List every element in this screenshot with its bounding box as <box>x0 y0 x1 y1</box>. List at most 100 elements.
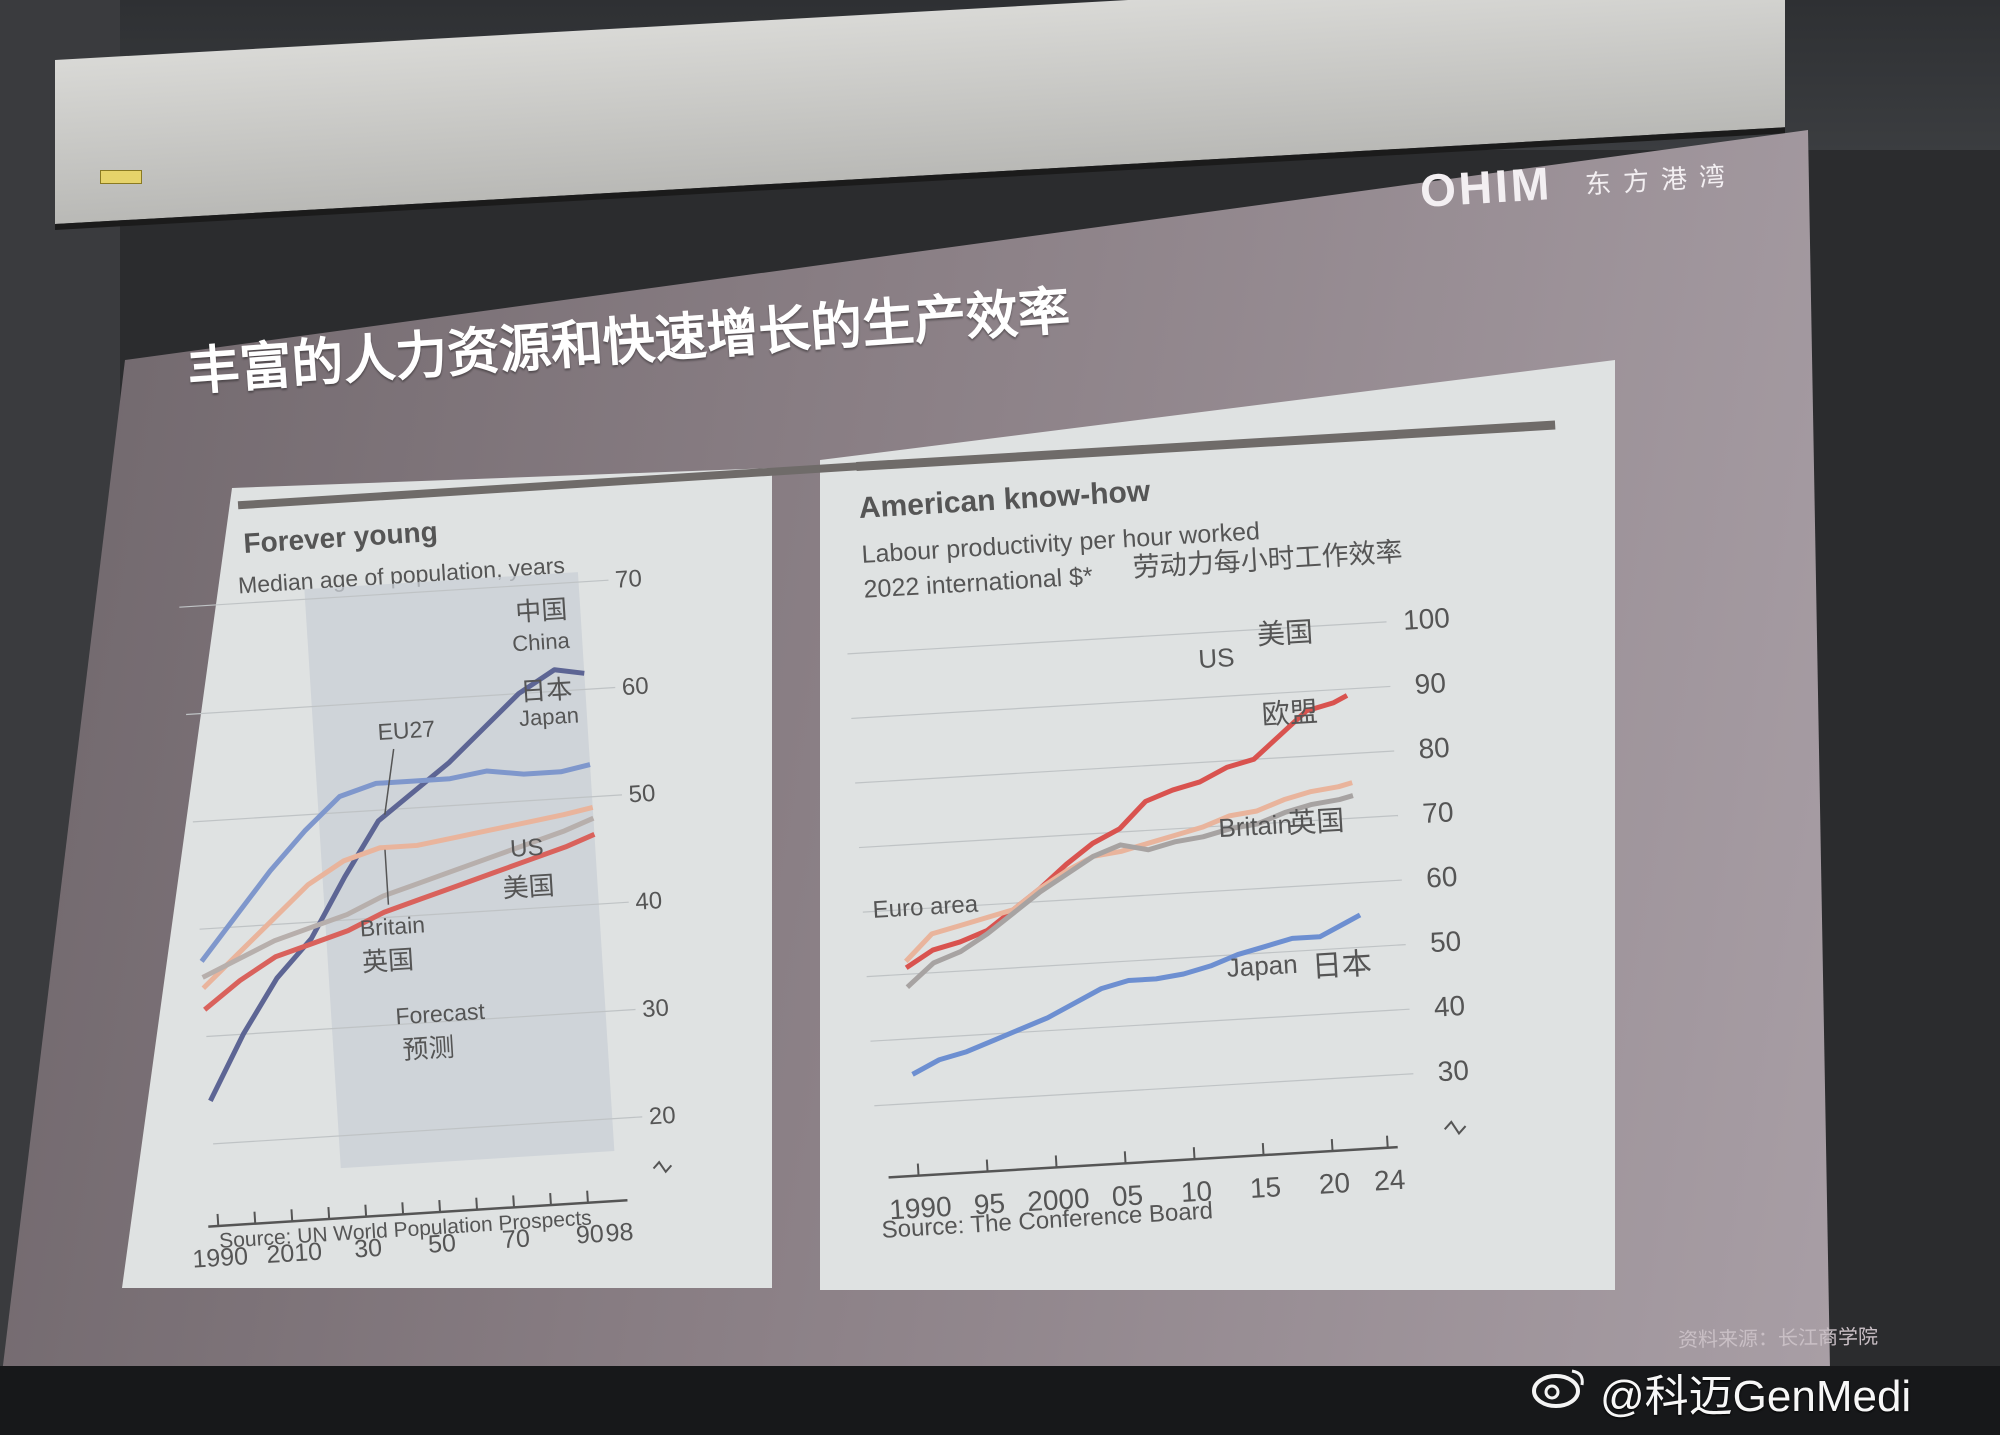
axis-break-icon <box>1443 1120 1467 1136</box>
label-china-cn: 中国 <box>514 595 568 628</box>
gridline <box>192 794 623 823</box>
chart-top-rule <box>237 459 898 510</box>
gridline <box>858 814 1399 849</box>
productivity-chart-svg: American know-how Labour productivity pe… <box>847 420 1556 1244</box>
warning-sticker <box>100 170 142 184</box>
productivity-chart: American know-how Labour productivity pe… <box>820 360 1620 1294</box>
label-us-cn: 美国 <box>1256 615 1314 651</box>
leader-britain <box>384 849 390 905</box>
gridline <box>870 1008 1410 1042</box>
x-tick-label: 1990 <box>888 1191 952 1226</box>
gridline <box>186 686 616 716</box>
x-tick <box>512 1195 515 1208</box>
label-japan: Japan <box>1226 949 1298 983</box>
gridline <box>179 579 609 608</box>
chart-subtitle-units: 2022 international $* <box>863 562 1094 604</box>
x-tick <box>1386 1135 1389 1148</box>
slide-footer-source: 资料来源：长江商学院 <box>1677 1324 1879 1352</box>
label-eu27: EU27 <box>377 715 436 745</box>
y-tick-label: 50 <box>1429 925 1462 958</box>
y-tick-label: 30 <box>641 994 669 1023</box>
x-tick <box>438 1199 442 1213</box>
label-britain: Britain <box>359 911 426 941</box>
label-china: China <box>512 628 572 657</box>
gridline <box>866 944 1406 978</box>
y-tick-label: 40 <box>635 887 663 916</box>
label-us: US <box>509 834 544 863</box>
chart-panel-right <box>820 360 1615 1290</box>
x-tick-label: 95 <box>973 1188 1006 1221</box>
y-tick-label: 90 <box>1414 667 1447 700</box>
x-tick-label: 24 <box>1373 1164 1406 1197</box>
median-age-chart-svg: Forever young Median age of population, … <box>179 459 898 1274</box>
x-tick <box>327 1206 331 1220</box>
series-line-us <box>904 693 1349 970</box>
x-tick <box>586 1190 589 1203</box>
y-tick-label: 50 <box>628 780 656 809</box>
plot-area: 30 40 50 60 70 80 90 100 1990 95 2000 05 10 15 20 24 US 美… <box>847 602 1470 1226</box>
x-tick-label: 50 <box>427 1229 457 1259</box>
y-tick-label: 60 <box>621 672 649 701</box>
screen-bottom-bar <box>0 1366 2000 1435</box>
label-japan-cn: 日本 <box>1311 946 1373 984</box>
series-line-eu27 <box>201 805 594 991</box>
leader-eu27 <box>384 748 395 815</box>
x-axis-line <box>208 1198 628 1228</box>
series-line-us <box>203 831 596 1012</box>
y-tick-label: 100 <box>1402 602 1450 636</box>
weibo-watermark: @科迈GenMedi <box>1600 1372 1912 1421</box>
x-tick-label: 2000 <box>1026 1183 1090 1218</box>
label-britain-cn: 英国 <box>1287 804 1345 840</box>
x-tick-label: 05 <box>1111 1179 1144 1212</box>
label-britain: Britain <box>1218 809 1293 843</box>
x-tick <box>216 1213 220 1227</box>
x-tick-label: 2010 <box>266 1238 323 1269</box>
y-tick-label: 40 <box>1433 990 1466 1023</box>
x-tick-label: 98 <box>605 1218 635 1248</box>
x-tick <box>1330 1138 1334 1152</box>
x-tick <box>290 1209 294 1222</box>
gridline <box>847 621 1387 655</box>
y-tick-label: 70 <box>614 565 642 594</box>
y-tick-label: 80 <box>1418 732 1451 765</box>
x-tick <box>253 1211 257 1224</box>
forecast-label: Forecast <box>395 998 487 1030</box>
label-japan: Japan <box>518 702 579 731</box>
x-tick <box>916 1163 920 1176</box>
x-tick <box>1123 1151 1127 1164</box>
weibo-icon <box>1532 1369 1584 1408</box>
gridline <box>862 879 1402 913</box>
x-tick-label: 10 <box>1180 1175 1213 1208</box>
median-age-chart: Forever young Median age of population, … <box>130 459 898 1294</box>
x-tick-label: 30 <box>353 1234 383 1264</box>
x-tick <box>1261 1143 1265 1156</box>
chart-top-rule <box>856 420 1556 472</box>
gridline <box>874 1073 1414 1107</box>
x-tick-label: 20 <box>1318 1167 1351 1200</box>
x-tick <box>985 1159 989 1172</box>
series-line-japan <box>199 762 591 963</box>
chart-title: Forever young <box>242 516 438 559</box>
series-line-britain <box>905 793 1354 990</box>
gridline <box>855 750 1395 784</box>
label-britain-cn: 英国 <box>361 945 415 978</box>
x-tick <box>364 1204 368 1217</box>
series-line-britain <box>201 815 595 980</box>
forecast-label-cn: 预测 <box>402 1033 456 1066</box>
label-euro-area: Euro area <box>872 891 979 924</box>
x-tick-label: 70 <box>501 1224 531 1254</box>
y-tick-label: 20 <box>648 1102 676 1131</box>
y-tick-label: 60 <box>1425 861 1458 894</box>
label-us: US <box>1198 642 1236 674</box>
axis-break-icon <box>652 1160 673 1174</box>
x-tick <box>401 1202 405 1215</box>
chart-title: American know-how <box>858 475 1152 525</box>
y-tick-label: 70 <box>1421 796 1454 829</box>
x-tick-label: 1990 <box>192 1242 249 1273</box>
gridline <box>213 1116 643 1145</box>
x-tick <box>549 1192 552 1206</box>
gridline <box>206 1008 636 1038</box>
gridline <box>851 685 1391 720</box>
x-axis-line <box>888 1145 1398 1179</box>
